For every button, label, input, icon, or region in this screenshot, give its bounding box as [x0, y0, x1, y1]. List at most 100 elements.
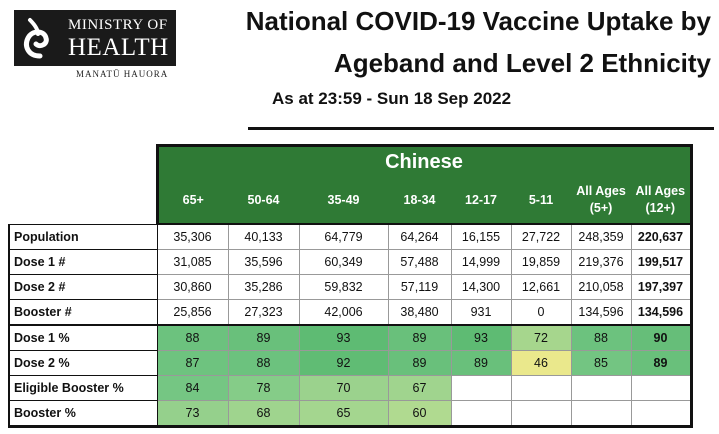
- table-cell: 89: [630, 350, 693, 376]
- column-header-label: (5+): [589, 201, 613, 215]
- table-cell: 25,856: [156, 299, 229, 326]
- table-cell: 134,596: [630, 299, 693, 326]
- koru-icon: [24, 18, 49, 59]
- table-cell: 14,300: [450, 274, 512, 300]
- table-cell: 46: [510, 350, 572, 376]
- table-cell: 87: [156, 350, 229, 376]
- table-cell: 88: [156, 324, 229, 351]
- table-cell: 93: [450, 324, 512, 351]
- table-cell: 60: [387, 400, 452, 428]
- column-header: 35-49: [299, 177, 388, 225]
- column-header-label: (12+): [645, 201, 676, 215]
- row-label: Population: [8, 223, 158, 250]
- table-cell: 78: [227, 375, 300, 401]
- row-label: Dose 1 %: [8, 324, 158, 351]
- table-cell: [570, 375, 632, 401]
- column-header-label: 65+: [182, 192, 204, 207]
- table-cell: 27,722: [510, 223, 572, 250]
- table-cell: [630, 400, 693, 428]
- table-row: Population 35,306 40,133 64,779 64,264 16,155…: [8, 223, 693, 250]
- table-row: Dose 2 % 87 88 92 89 89 46 85 89: [8, 350, 693, 376]
- table-cell: 85: [570, 350, 632, 376]
- table-cell: 64,264: [387, 223, 452, 250]
- table-cell: 31,085: [156, 249, 229, 275]
- ministry-of-health-logo: MINISTRY OF HEALTH MANATŪ HAUORA: [14, 10, 178, 80]
- table-cell: [510, 375, 572, 401]
- column-header: 50-64: [228, 177, 299, 225]
- table-cell: 0: [510, 299, 572, 326]
- table-cell: 88: [227, 350, 300, 376]
- column-header-label: 18-34: [403, 192, 436, 207]
- table-cell: 40,133: [227, 223, 300, 250]
- table-row: Eligible Booster % 84 78 70 67: [8, 375, 693, 401]
- table-cell: 72: [510, 324, 572, 351]
- table-cell: 90: [630, 324, 693, 351]
- table-cell: 57,119: [387, 274, 452, 300]
- table-cell: 67: [387, 375, 452, 401]
- column-header: 5-11: [511, 177, 571, 225]
- table-cell: 89: [387, 324, 452, 351]
- vaccine-uptake-table: Chinese 65+ 50-64 35-49 18-34 12-17 5-11 All Ag…: [8, 144, 693, 428]
- table-cell: 197,397: [630, 274, 693, 300]
- table-row: Dose 1 #31,085 35,596 60,349 57,488 14,999 19…: [8, 249, 693, 275]
- column-header-label: 50-64: [247, 192, 280, 207]
- table-cell: 42,006: [298, 299, 389, 326]
- table-cell: [510, 400, 572, 428]
- table-corner-blank: [9, 177, 157, 224]
- table-cell: 220,637: [630, 223, 693, 250]
- table-cell: 12,661: [510, 274, 572, 300]
- column-header: 12-17: [451, 177, 511, 225]
- table-cell: 16,155: [450, 223, 512, 250]
- table-cell: 931: [450, 299, 512, 326]
- table-row: Booster % 73 68 65 60: [8, 400, 693, 428]
- table-cell: 219,376: [570, 249, 632, 275]
- table-cell: 68: [227, 400, 300, 428]
- table-cell: 89: [387, 350, 452, 376]
- table-cell: 35,596: [227, 249, 300, 275]
- table-cell: [450, 375, 512, 401]
- column-header: All Ages (5+): [571, 177, 631, 225]
- table-cell: 93: [298, 324, 389, 351]
- table-cell: [450, 400, 512, 428]
- table-cell: 73: [156, 400, 229, 428]
- table-corner-blank: [9, 145, 157, 177]
- ethnicity-group-header: Chinese: [155, 144, 693, 177]
- column-header: All Ages (12+): [631, 177, 693, 225]
- table-row: Booster #25,856 27,323 42,006 38,480 931 0 134…: [8, 299, 693, 326]
- column-header-label: 5-11: [528, 192, 554, 207]
- row-label: Booster #: [8, 299, 158, 326]
- row-label: Booster %: [8, 400, 158, 428]
- page-title-line1: National COVID-19 Vaccine Uptake by: [245, 6, 711, 36]
- table-cell: 64,779: [298, 223, 389, 250]
- column-header: 18-34: [388, 177, 451, 225]
- table-cell: 210,058: [570, 274, 632, 300]
- table-cell: 65: [298, 400, 389, 428]
- column-header: 65+: [155, 177, 228, 225]
- row-label: Eligible Booster %: [8, 375, 158, 401]
- logo-text-line1: MINISTRY OF: [68, 17, 168, 33]
- table-cell: [630, 375, 693, 401]
- table-cell: 134,596: [570, 299, 632, 326]
- table-row: Dose 2 #30,860 35,286 59,832 57,119 14,300 12…: [8, 274, 693, 300]
- column-header-label: 12-17: [465, 192, 497, 207]
- table-cell: 88: [570, 324, 632, 351]
- table-row: Dose 1 % 88 89 93 89 93 72 88 90: [8, 324, 693, 351]
- table-cell: 30,860: [156, 274, 229, 300]
- logo-text-line2: HEALTH: [68, 34, 169, 61]
- table-cell: 199,517: [630, 249, 693, 275]
- table-cell: 248,359: [570, 223, 632, 250]
- table-cell: 89: [450, 350, 512, 376]
- table-cell: 84: [156, 375, 229, 401]
- table-cell: [570, 400, 632, 428]
- logo-subtitle: MANATŪ HAUORA: [76, 69, 169, 79]
- table-cell: 35,306: [156, 223, 229, 250]
- table-cell: 27,323: [227, 299, 300, 326]
- table-cell: 89: [227, 324, 300, 351]
- column-header-label: 35-49: [327, 192, 360, 207]
- row-label: Dose 1 #: [8, 249, 158, 275]
- row-label: Dose 2 #: [8, 274, 158, 300]
- table-cell: 38,480: [387, 299, 452, 326]
- header-divider: [248, 127, 714, 130]
- table-cell: 92: [298, 350, 389, 376]
- column-header-label: All Ages: [635, 184, 686, 198]
